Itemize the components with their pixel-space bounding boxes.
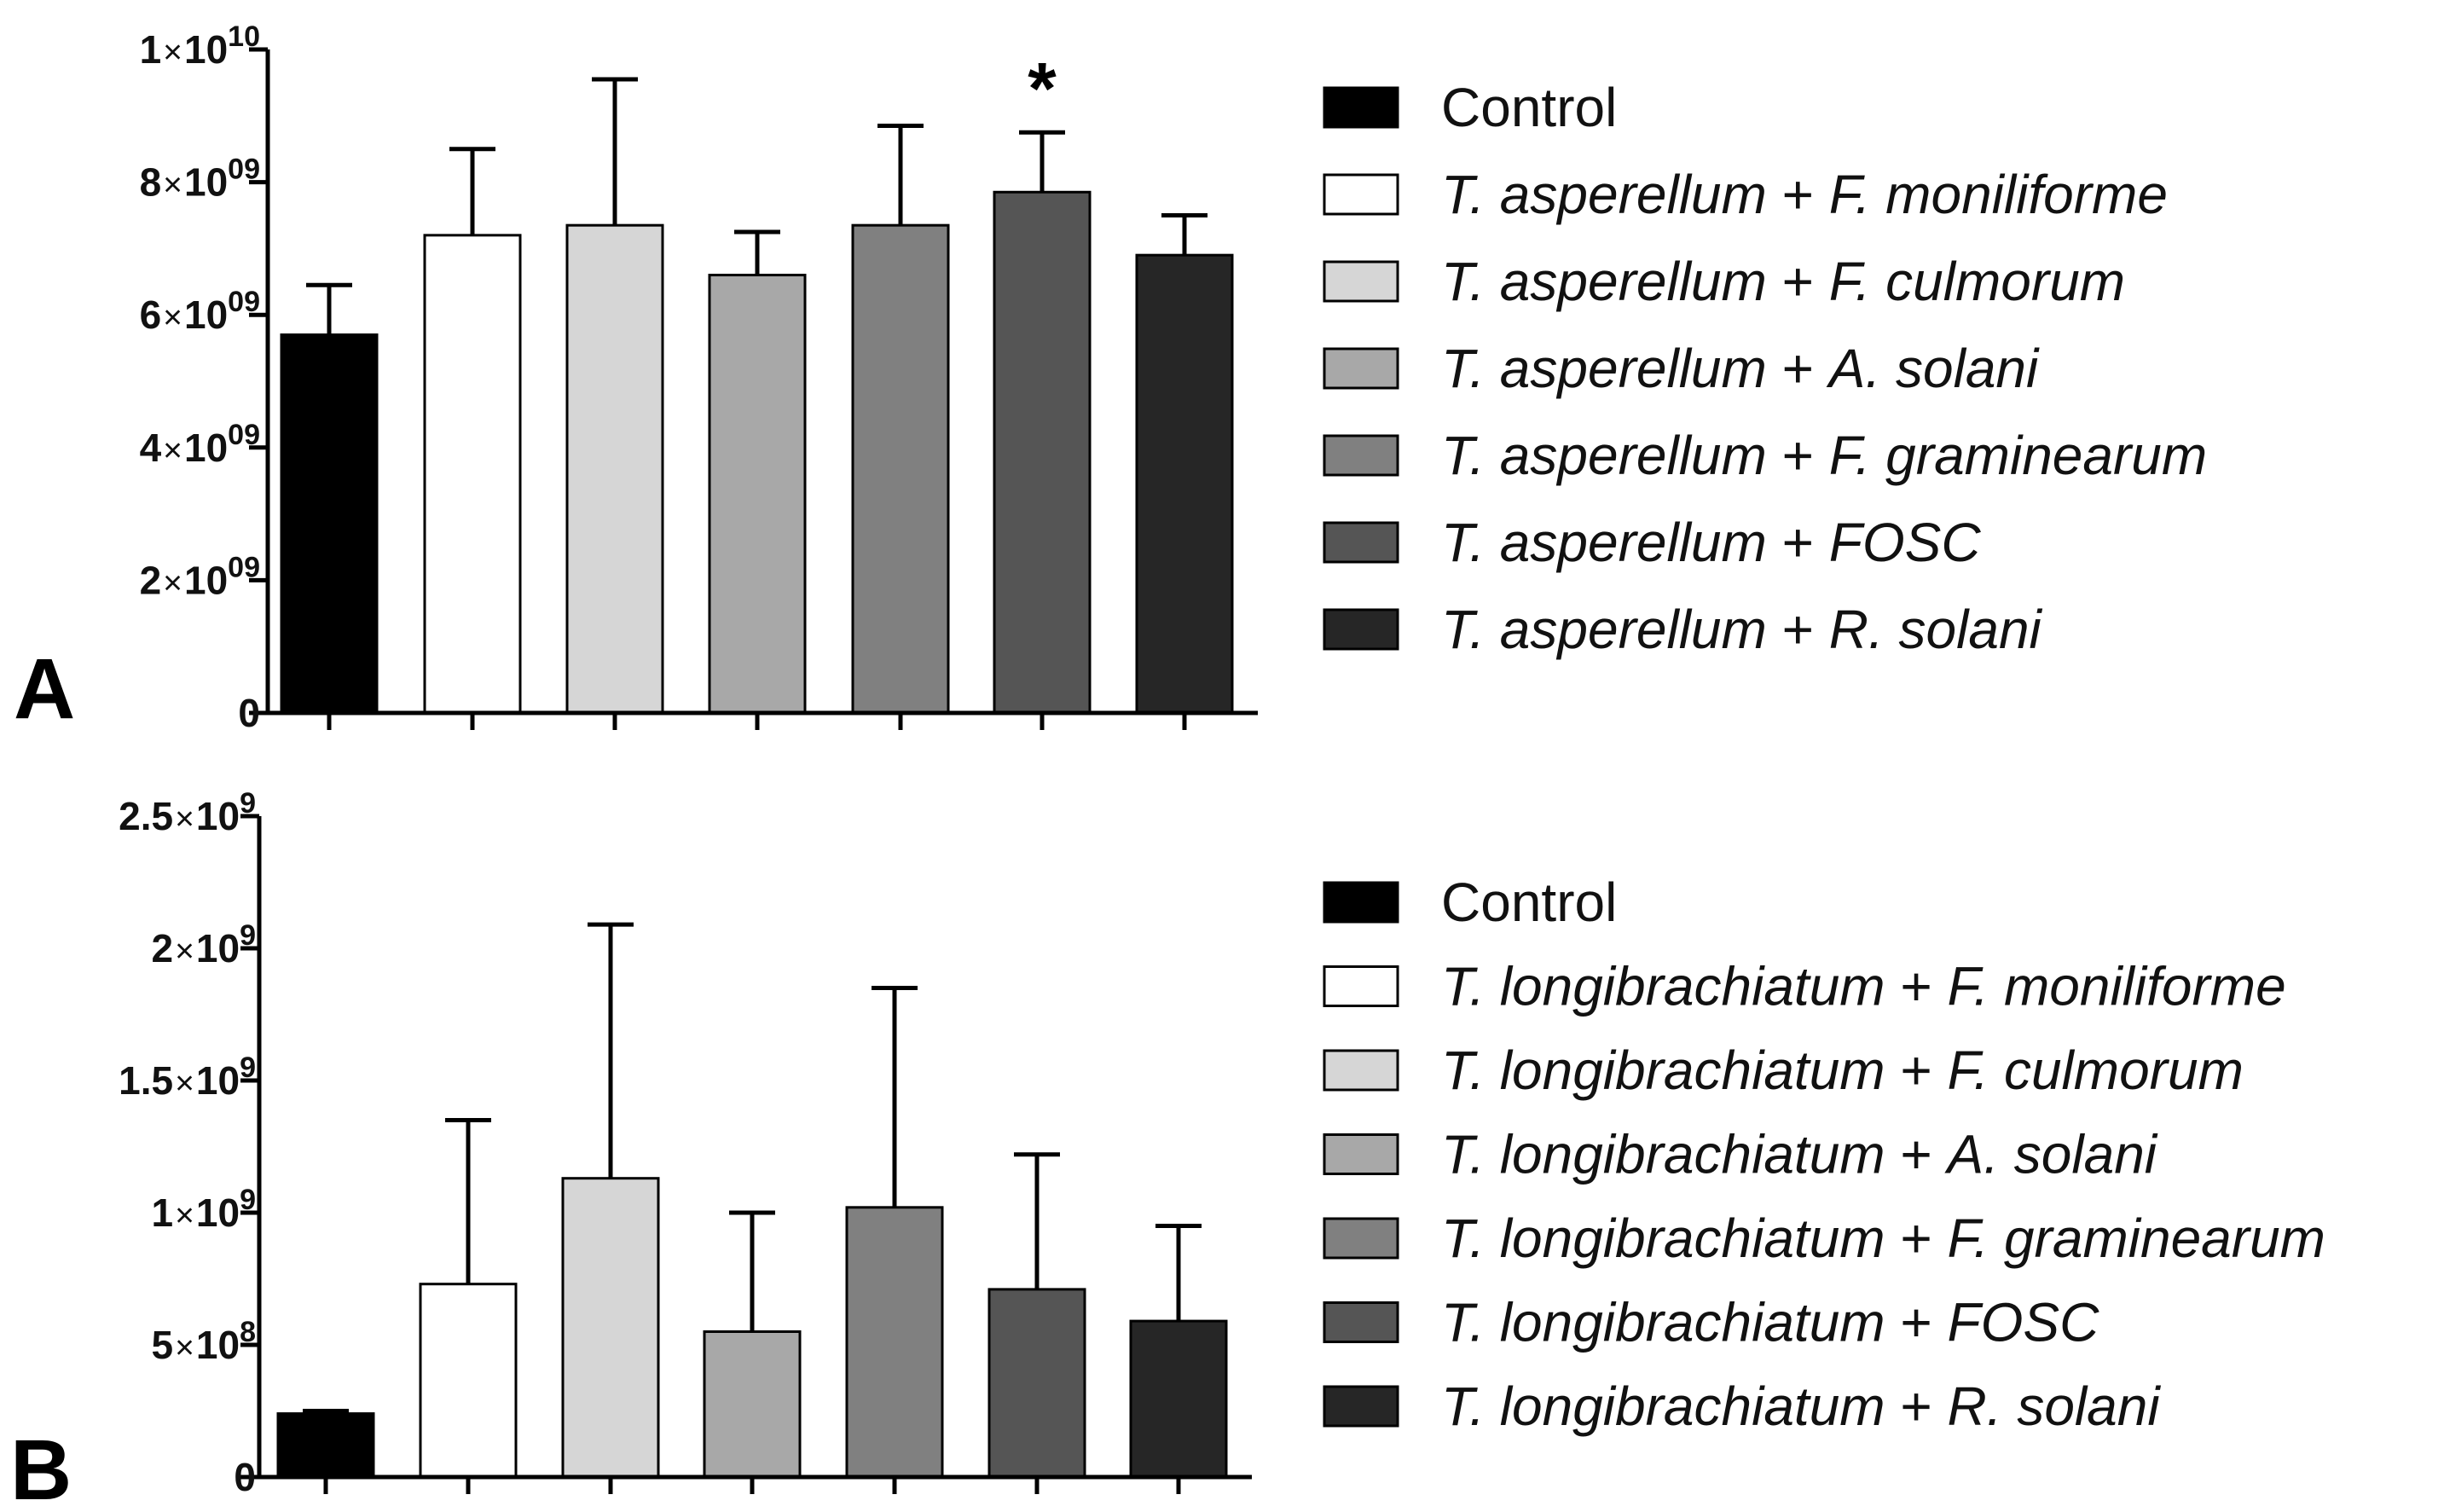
- legend-swatch-0: [1323, 86, 1399, 129]
- legend: Control T. asperellum + F. moniliforme T. …: [1323, 77, 2207, 660]
- y-tick-label-4: 2×109: [151, 919, 256, 970]
- legend-swatch-3: [1323, 347, 1399, 390]
- significance-marker: *: [1028, 48, 1057, 130]
- bar-6: [1135, 253, 1234, 715]
- legend-swatch-5: [1323, 521, 1399, 564]
- bar-0: [276, 1412, 375, 1479]
- y-tick-label-1: 2×1009: [140, 551, 260, 602]
- legend-label-1: T. longibrachiatum + F. moniliforme: [1441, 956, 2286, 1017]
- legend-label-4: T. asperellum + F. graminearum: [1441, 425, 2207, 486]
- y-tick-label-5: 1×1010: [140, 20, 260, 72]
- y-tick-label-2: 4×1009: [140, 419, 260, 470]
- legend-swatch-4: [1323, 1217, 1399, 1260]
- y-tick-label-0: 0: [234, 1455, 256, 1499]
- bar-0: [280, 333, 379, 715]
- y-tick-label-4: 8×1009: [140, 154, 260, 205]
- legend-label-0: Control: [1441, 77, 1617, 138]
- legend-label-6: T. longibrachiatum + R. solani: [1441, 1376, 2161, 1437]
- legend-label-4: T. longibrachiatum + F. graminearum: [1441, 1208, 2325, 1269]
- y-tick-label-1: 5×108: [151, 1316, 256, 1367]
- bar-1: [423, 234, 522, 715]
- legend-label-5: T. longibrachiatum + FOSC: [1441, 1292, 2099, 1353]
- legend-label-2: T. asperellum + F. culmorum: [1441, 251, 2125, 312]
- panel-label: A: [14, 641, 75, 737]
- y-tick-label-3: 1.5×109: [119, 1051, 256, 1103]
- y-tick-label-2: 1×109: [151, 1184, 256, 1235]
- bar-2: [561, 1177, 660, 1479]
- bar-4: [851, 223, 950, 715]
- bar-1: [419, 1283, 518, 1479]
- bar-5: [987, 1288, 1086, 1479]
- legend-swatch-6: [1323, 608, 1399, 651]
- legend-swatch-6: [1323, 1385, 1399, 1428]
- legend-swatch-3: [1323, 1133, 1399, 1175]
- bar-4: [845, 1206, 944, 1479]
- legend-label-6: T. asperellum + R. solani: [1441, 599, 2043, 660]
- legend-swatch-0: [1323, 881, 1399, 924]
- legend-swatch-1: [1323, 965, 1399, 1007]
- bar-3: [708, 274, 807, 715]
- legend: Control T. longibrachiatum + F. monilifor…: [1323, 872, 2325, 1437]
- legend-swatch-4: [1323, 434, 1399, 477]
- legend-label-0: Control: [1441, 872, 1617, 933]
- chart-panel-a: A * 0 2×1009 4×1009 6×1009 8×1009 1×1010 Control…: [14, 20, 2207, 737]
- bar-3: [703, 1330, 802, 1479]
- legend-swatch-2: [1323, 1049, 1399, 1092]
- legend-label-1: T. asperellum + F. moniliforme: [1441, 164, 2168, 225]
- chart-panel-b: B 0 5×108 1×109 1.5×109 2×109 2.5×109 Control T.…: [10, 787, 2325, 1512]
- legend-label-3: T. asperellum + A. solani: [1441, 338, 2040, 399]
- legend-label-5: T. asperellum + FOSC: [1441, 512, 1981, 573]
- bar-2: [565, 223, 664, 715]
- legend-swatch-2: [1323, 260, 1399, 303]
- bar-5: [993, 190, 1092, 715]
- legend-swatch-5: [1323, 1301, 1399, 1343]
- y-tick-label-5: 2.5×109: [119, 787, 256, 838]
- bar-6: [1129, 1319, 1228, 1479]
- panel-label: B: [10, 1422, 72, 1512]
- y-tick-label-0: 0: [238, 691, 260, 735]
- legend-swatch-1: [1323, 173, 1399, 216]
- legend-label-3: T. longibrachiatum + A. solani: [1441, 1124, 2158, 1185]
- y-tick-label-3: 6×1009: [140, 286, 260, 337]
- legend-label-2: T. longibrachiatum + F. culmorum: [1441, 1040, 2244, 1101]
